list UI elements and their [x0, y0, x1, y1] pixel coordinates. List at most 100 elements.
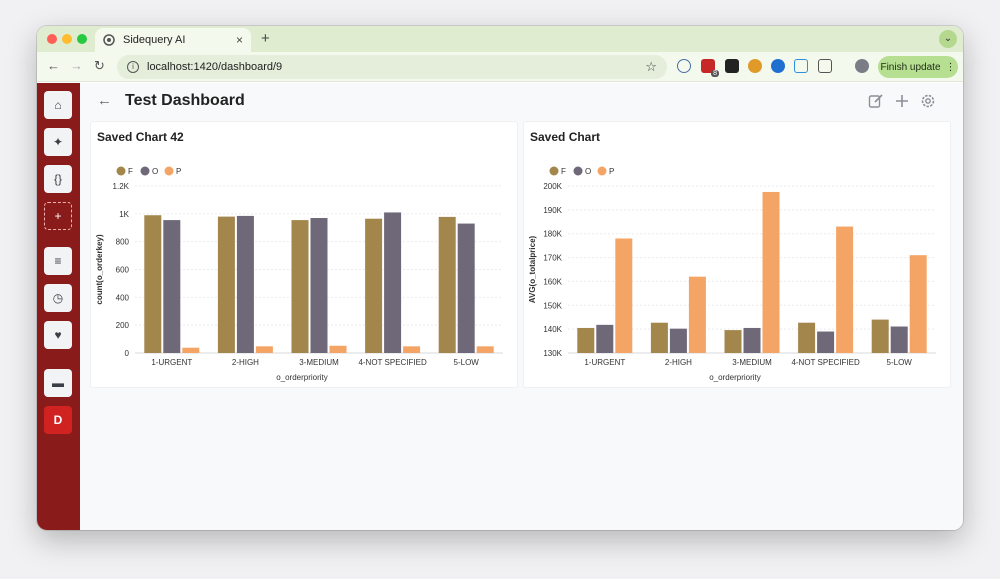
- bar-O-4-not-specified[interactable]: [384, 212, 402, 353]
- profile-initial: D: [53, 413, 63, 427]
- site-info-icon[interactable]: i: [127, 61, 139, 73]
- chart-title: Saved Chart: [530, 130, 601, 144]
- legend-swatch-O[interactable]: [573, 166, 583, 176]
- bar-O-3-medium[interactable]: [743, 327, 761, 353]
- bar-P-4-not-specified[interactable]: [836, 226, 854, 353]
- folder-icon: ▬: [52, 376, 64, 390]
- extension-icon-4[interactable]: [748, 59, 762, 73]
- dashboard-back-icon[interactable]: ←: [97, 92, 112, 109]
- sidebar-history-button[interactable]: ◷: [44, 284, 72, 312]
- edit-icon[interactable]: [868, 93, 884, 109]
- bar-O-5-low[interactable]: [457, 223, 475, 353]
- y-tick-label: 1K: [119, 210, 129, 219]
- bar-P-4-not-specified[interactable]: [403, 346, 421, 353]
- forward-icon[interactable]: →: [70, 58, 83, 73]
- legend-label-P[interactable]: P: [176, 167, 181, 176]
- chart-card-1[interactable]: Saved Chart 42 F O P 0 200 400 600 800 1K 1.2K 1-U…: [90, 121, 518, 388]
- minimize-window-button[interactable]: [62, 34, 72, 44]
- address-bar[interactable]: i localhost:1420/dashboard/9 ☆: [117, 55, 667, 79]
- x-tick-label: 3-MEDIUM: [299, 358, 339, 367]
- legend-swatch-F[interactable]: [116, 166, 126, 176]
- bar-chart-saved-chart: F O P 130K 140K 150K 160K 170K 180K 190K 200K 1-URG…: [528, 166, 936, 382]
- bar-F-1-urgent[interactable]: [577, 327, 595, 353]
- legend-label-O[interactable]: O: [585, 167, 591, 176]
- legend-label-O[interactable]: O: [152, 167, 158, 176]
- chart-card-2[interactable]: Saved Chart F O P 130K 140K 150K 160K 170K 180K 1…: [523, 121, 951, 388]
- y-tick-label: 140K: [543, 325, 562, 334]
- more-menu-icon[interactable]: ⋮: [945, 61, 956, 73]
- bar-O-2-high[interactable]: [236, 215, 254, 353]
- sidebar-database-button[interactable]: ≡: [44, 247, 72, 275]
- add-chart-icon[interactable]: [894, 93, 910, 109]
- site-favicon-icon: [103, 34, 115, 46]
- sidebar-favorites-button[interactable]: ♥: [44, 321, 72, 349]
- extension-icon-6[interactable]: [794, 59, 808, 73]
- bar-O-4-not-specified[interactable]: [817, 331, 835, 353]
- extension-icon-1[interactable]: [677, 59, 691, 73]
- bar-F-4-not-specified[interactable]: [365, 218, 383, 353]
- tab-search-button[interactable]: ⌄: [939, 30, 957, 48]
- app-content: ⌂ ✦ {} + ≡ ◷ ♥ ▬ D ← Test Dashboard Saved Chart …: [37, 83, 963, 530]
- bar-F-5-low[interactable]: [871, 319, 889, 353]
- back-icon[interactable]: ←: [47, 58, 60, 73]
- bar-P-5-low[interactable]: [476, 346, 494, 353]
- url-text[interactable]: localhost:1420/dashboard/9: [147, 61, 283, 73]
- legend-label-P[interactable]: P: [609, 167, 614, 176]
- bar-P-1-urgent[interactable]: [615, 238, 633, 353]
- bar-F-4-not-specified[interactable]: [798, 322, 816, 353]
- add-icon: +: [54, 209, 62, 223]
- x-tick-label: 5-LOW: [454, 358, 480, 367]
- browser-toolbar: ← → ↻ i localhost:1420/dashboard/9 ☆ 8 F…: [37, 52, 963, 82]
- sidebar-ai-button[interactable]: ✦: [44, 128, 72, 156]
- extension-icon-2[interactable]: 8: [701, 59, 719, 77]
- close-window-button[interactable]: [47, 34, 57, 44]
- bar-F-3-medium[interactable]: [291, 220, 309, 353]
- y-tick-label: 200: [116, 321, 130, 330]
- legend-swatch-P[interactable]: [597, 166, 607, 176]
- y-tick-label: 170K: [543, 254, 562, 263]
- y-tick-label: 0: [125, 349, 130, 358]
- sidebar-home-button[interactable]: ⌂: [44, 91, 72, 119]
- new-tab-button[interactable]: +: [261, 30, 270, 47]
- bar-O-1-urgent[interactable]: [163, 220, 181, 353]
- bar-P-3-medium[interactable]: [762, 191, 780, 353]
- bar-F-2-high[interactable]: [217, 216, 235, 353]
- legend-swatch-P[interactable]: [164, 166, 174, 176]
- legend-label-F[interactable]: F: [128, 167, 133, 176]
- browser-tab[interactable]: Sidequery AI ×: [95, 28, 251, 52]
- reload-icon[interactable]: ↻: [94, 58, 105, 73]
- settings-gear-icon[interactable]: [920, 93, 936, 109]
- extension-icon-3[interactable]: [725, 59, 739, 73]
- bar-O-2-high[interactable]: [669, 328, 687, 353]
- dashboard-main: ← Test Dashboard Saved Chart 42 F O P 0 200 4…: [80, 83, 963, 530]
- bar-P-1-urgent[interactable]: [182, 347, 200, 353]
- bar-P-3-medium[interactable]: [329, 345, 347, 353]
- bar-O-1-urgent[interactable]: [596, 324, 614, 353]
- bookmark-star-icon[interactable]: ☆: [645, 59, 657, 74]
- sidebar-query-button[interactable]: {}: [44, 165, 72, 193]
- favorites-icon: ♥: [54, 328, 62, 342]
- bar-F-5-low[interactable]: [438, 216, 456, 353]
- extension-icon-5[interactable]: [771, 59, 785, 73]
- extensions-puzzle-icon[interactable]: [818, 59, 832, 73]
- maximize-window-button[interactable]: [77, 34, 87, 44]
- bar-O-5-low[interactable]: [890, 326, 908, 353]
- bar-P-5-low[interactable]: [909, 255, 927, 353]
- legend-swatch-F[interactable]: [549, 166, 559, 176]
- legend-label-F[interactable]: F: [561, 167, 566, 176]
- tab-close-icon[interactable]: ×: [235, 33, 243, 47]
- bar-P-2-high[interactable]: [688, 276, 706, 353]
- bar-F-2-high[interactable]: [650, 322, 668, 353]
- sidebar-profile-button[interactable]: D: [44, 406, 72, 434]
- finish-update-button[interactable]: Finish update ⋮: [878, 56, 958, 78]
- legend-swatch-O[interactable]: [140, 166, 150, 176]
- bar-O-3-medium[interactable]: [310, 218, 328, 353]
- home-icon: ⌂: [54, 98, 62, 112]
- bar-P-2-high[interactable]: [255, 346, 273, 353]
- tab-title: Sidequery AI: [123, 34, 186, 46]
- bar-F-1-urgent[interactable]: [144, 215, 162, 353]
- sidebar-folder-button[interactable]: ▬: [44, 369, 72, 397]
- profile-avatar-icon[interactable]: [855, 59, 869, 73]
- sidebar-add-button[interactable]: +: [44, 202, 72, 230]
- bar-F-3-medium[interactable]: [724, 330, 742, 353]
